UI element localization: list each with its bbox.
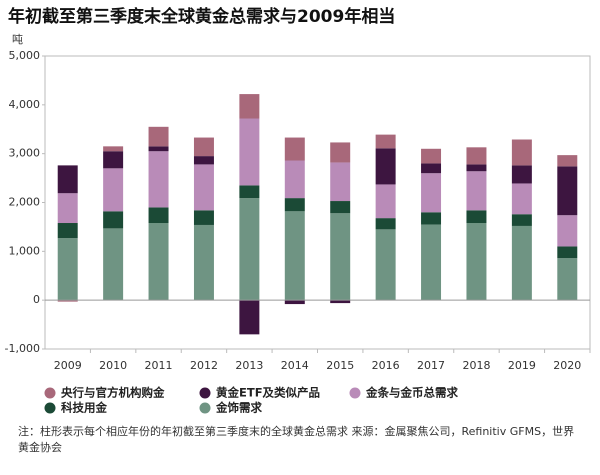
y-tick-label: 2,000 — [9, 196, 41, 209]
bar-segment — [148, 223, 169, 301]
x-tick-label: 2013 — [235, 359, 263, 372]
y-unit: 吨 — [12, 33, 23, 46]
bar-segment — [239, 118, 260, 186]
bar-segment — [511, 183, 532, 215]
bar-segment — [239, 300, 260, 335]
bar-segment — [557, 166, 578, 216]
bar-segment — [284, 160, 305, 199]
chart: 年初截至第三季度末全球黄金总需求与2009年相当 吨 -1,000 0 1,000 2… — [5, 6, 591, 415]
bar-segment — [330, 213, 351, 301]
bar-segment — [148, 207, 169, 224]
bar-segment — [466, 164, 487, 172]
bar-segment — [57, 165, 78, 194]
bar-segment — [330, 201, 351, 214]
x-tick-label: 2020 — [553, 359, 581, 372]
bar-segment — [193, 164, 214, 211]
x-tick-label: 2011 — [145, 359, 173, 372]
bar-segment — [57, 238, 78, 301]
bar-segment — [511, 139, 532, 166]
x-tick-label: 2009 — [54, 359, 82, 372]
bar-segment — [421, 212, 442, 225]
legend-swatch — [349, 387, 361, 399]
legend-swatch — [44, 387, 56, 399]
bar-segment — [148, 151, 169, 208]
legend-label: 央行与官方机构购金 — [61, 386, 165, 400]
bar-segment — [193, 156, 214, 165]
x-tick-label: 2014 — [281, 359, 309, 372]
bar-segment — [511, 214, 532, 226]
bar-segment — [103, 211, 124, 229]
bar-segment — [557, 155, 578, 167]
bar-segment — [103, 168, 124, 212]
bar-segment — [239, 185, 260, 199]
chart-title: 年初截至第三季度末全球黄金总需求与2009年相当 — [8, 6, 395, 27]
y-tick-label: 1,000 — [9, 244, 41, 257]
y-tick-label: -1,000 — [5, 342, 40, 355]
y-tick-label: 5,000 — [9, 49, 41, 62]
bar-segment — [193, 210, 214, 225]
bar-segment — [557, 215, 578, 247]
bar-segment — [330, 300, 351, 304]
bar-segment — [284, 137, 305, 161]
bar-segment — [103, 146, 124, 152]
x-tick-label: 2018 — [462, 359, 490, 372]
y-tick-label: 4,000 — [9, 98, 41, 111]
bar-segment — [57, 223, 78, 239]
legend-label: 科技用金 — [61, 401, 107, 415]
bar-segment — [284, 300, 305, 305]
x-tick-label: 2012 — [190, 359, 218, 372]
legend-label: 金条与金币总需求 — [365, 386, 458, 400]
bar-segment — [511, 225, 532, 301]
bar-segment — [466, 171, 487, 211]
bar-segment — [57, 193, 78, 224]
bar-segment — [375, 218, 396, 230]
note: 注：柱形表示每个相应年份的年初截至第三季度末的全球黄金总需求 来源：金属聚焦公司… — [18, 425, 575, 454]
bar-segment — [57, 300, 78, 302]
bar-segment — [375, 134, 396, 149]
y-tick-label: 3,000 — [9, 147, 41, 160]
bar-segment — [466, 147, 487, 165]
bar-segment — [284, 198, 305, 212]
x-tick-label: 2015 — [326, 359, 354, 372]
bar-segment — [375, 229, 396, 301]
legend-label: 金饰需求 — [215, 401, 262, 415]
bar-segment — [148, 126, 169, 147]
bar-segment — [284, 211, 305, 301]
bar-segment — [330, 162, 351, 202]
bar-segment — [466, 223, 487, 301]
y-tick-label: 0 — [33, 293, 40, 306]
bar-segment — [557, 246, 578, 259]
x-tick-label: 2019 — [508, 359, 536, 372]
legend-swatch — [44, 402, 56, 414]
x-tick-label: 2016 — [372, 359, 400, 372]
bar-segment — [148, 146, 169, 152]
legend-label: 黄金ETF及类似产品 — [216, 386, 320, 400]
bar-segment — [330, 142, 351, 163]
plot-frame — [44, 55, 591, 350]
legend-swatch — [199, 387, 211, 399]
bar-segment — [193, 224, 214, 301]
bar-segment — [103, 151, 124, 169]
bar-segment — [421, 148, 442, 164]
bar-segment — [557, 258, 578, 301]
bar-segment — [103, 228, 124, 301]
bar-segment — [421, 173, 442, 213]
x-tick-label: 2017 — [417, 359, 445, 372]
bar-segment — [239, 198, 260, 301]
bar-segment — [375, 148, 396, 185]
bar-segment — [511, 165, 532, 184]
legend-swatch — [199, 402, 211, 414]
bar-segment — [421, 224, 442, 301]
bar-segment — [193, 137, 214, 157]
x-tick-label: 2010 — [99, 359, 127, 372]
bar-segment — [239, 94, 260, 119]
bar-segment — [466, 210, 487, 224]
bar-segment — [375, 184, 396, 219]
bar-segment — [421, 163, 442, 174]
